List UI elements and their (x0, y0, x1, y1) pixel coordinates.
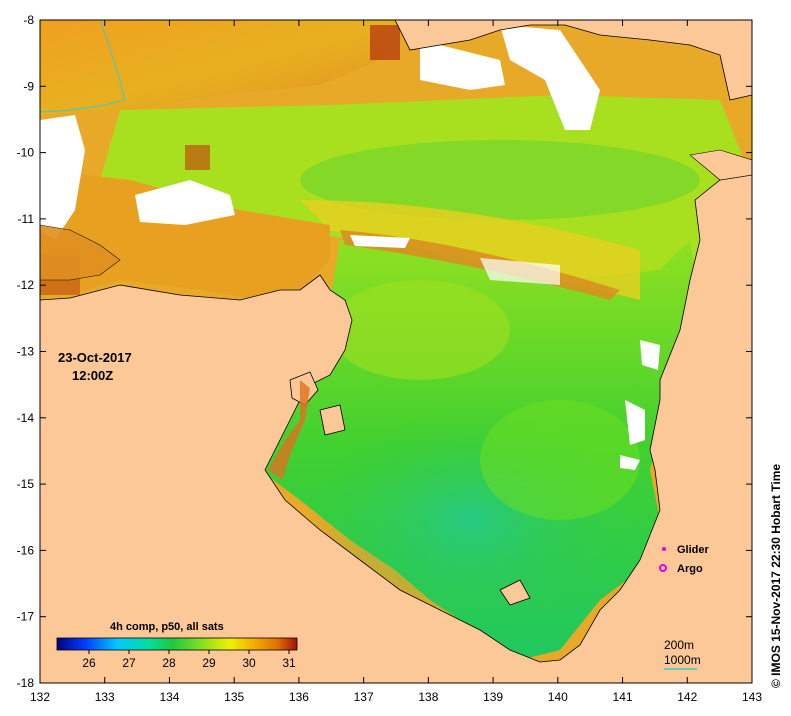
colorbar-tick-label: 28 (162, 656, 176, 670)
x-tick-label: 139 (483, 690, 503, 704)
y-tick-label: -8 (23, 13, 34, 27)
colorbar (56, 637, 298, 651)
y-tick-label: -10 (17, 146, 35, 160)
colorbar-ticks: 26 27 28 29 30 31 (82, 650, 296, 670)
date-label: 23-Oct-2017 (58, 350, 132, 365)
y-tick-label: -17 (17, 610, 35, 624)
y-tick-label: -15 (17, 477, 35, 491)
x-tick-label: 138 (418, 690, 438, 704)
colorbar-tick-label: 31 (282, 656, 296, 670)
x-tick-label: 141 (613, 690, 633, 704)
y-axis: -8 -9 -10 -11 -12 -13 -14 -15 -16 -17 -18 (17, 13, 752, 690)
colorbar-tick-label: 26 (82, 656, 96, 670)
isobath-1000m-label: 1000m (664, 653, 701, 667)
glider-legend-label: Glider (677, 544, 710, 556)
x-tick-label: 143 (742, 690, 762, 704)
y-tick-label: -16 (17, 543, 35, 557)
y-tick-label: -9 (23, 79, 34, 93)
x-tick-label: 137 (354, 690, 374, 704)
x-tick-label: 132 (30, 690, 50, 704)
time-label: 12:00Z (72, 368, 113, 383)
x-tick-label: 135 (224, 690, 244, 704)
colorbar-tick-label: 29 (202, 656, 216, 670)
isobath-200m-label: 200m (664, 638, 694, 652)
x-tick-label: 136 (289, 690, 309, 704)
glider-marker-icon (662, 547, 666, 551)
x-tick-label: 140 (548, 690, 568, 704)
x-axis: 132 133 134 135 136 137 138 139 140 141 142 143 (30, 20, 762, 704)
colorbar-title: 4h comp, p50, all sats (110, 621, 224, 633)
argo-legend-label: Argo (677, 563, 703, 575)
y-tick-label: -13 (17, 345, 35, 359)
y-tick-label: -18 (17, 676, 35, 690)
colorbar-tick-label: 27 (122, 656, 136, 670)
y-tick-label: -11 (18, 212, 35, 226)
no-data-patch (40, 115, 85, 240)
argo-marker-icon (659, 564, 667, 572)
land-north (394, 20, 752, 101)
credit-text: © IMOS 15-Nov-2017 22:30 Hobart Time (769, 464, 783, 688)
land-arnhem (40, 174, 752, 683)
x-tick-label: 133 (95, 690, 115, 704)
x-tick-label: 134 (159, 690, 179, 704)
x-tick-label: 142 (677, 690, 697, 704)
y-tick-label: -12 (17, 278, 35, 292)
colorbar-tick-label: 30 (242, 656, 256, 670)
y-tick-label: -14 (17, 411, 35, 425)
